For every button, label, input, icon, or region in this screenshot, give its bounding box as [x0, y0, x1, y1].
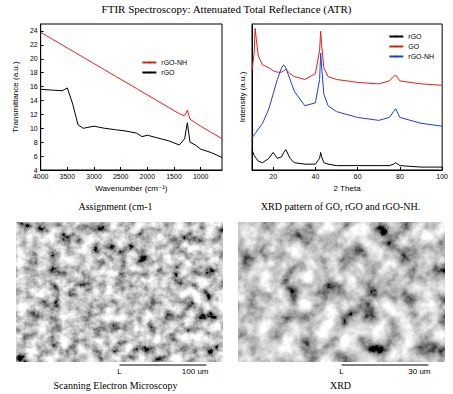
svg-text:24: 24	[30, 27, 38, 34]
svg-text:1500: 1500	[166, 173, 182, 180]
svg-text:20: 20	[269, 173, 277, 180]
svg-text:4000: 4000	[33, 173, 49, 180]
svg-text:L: L	[117, 367, 122, 376]
svg-text:rGO-NH: rGO-NH	[161, 59, 187, 66]
svg-text:100: 100	[436, 173, 448, 180]
html-text:XRD pattern of GO, rGO and rGO: XRD pattern of GO, rGO and rGO-NH.	[260, 201, 421, 212]
svg-text:3500: 3500	[60, 173, 76, 180]
svg-text:16: 16	[30, 83, 38, 90]
svg-text:20: 20	[30, 55, 38, 62]
svg-text:80: 80	[396, 173, 404, 180]
svg-text:rGO-NH: rGO-NH	[408, 53, 434, 60]
svg-text:Intensity (a.u.): Intensity (a.u.)	[238, 71, 247, 122]
svg-text:22: 22	[30, 41, 38, 48]
svg-text:40: 40	[311, 173, 319, 180]
html-text:Assignment (cm-1: Assignment (cm-1	[78, 201, 153, 212]
svg-text:2500: 2500	[113, 173, 129, 180]
svg-text:8: 8	[34, 139, 38, 146]
svg-text:12: 12	[30, 111, 38, 118]
svg-text:100 um: 100 um	[182, 367, 209, 376]
svg-text:2 Theta: 2 Theta	[334, 184, 362, 193]
svg-text:Wavenumber (cm⁻¹): Wavenumber (cm⁻¹)	[95, 184, 168, 193]
svg-text:rGO: rGO	[161, 69, 175, 76]
svg-text:60: 60	[354, 173, 362, 180]
svg-text:3000: 3000	[86, 173, 102, 180]
svg-text:4: 4	[33, 166, 38, 174]
svg-text:Transmittance (a.u.): Transmittance (a.u.)	[11, 61, 20, 133]
svg-text:2000: 2000	[140, 173, 156, 180]
svg-text:L: L	[339, 367, 344, 376]
svg-text:18: 18	[30, 69, 38, 76]
svg-text:rGO: rGO	[408, 33, 422, 40]
svg-text:1000: 1000	[193, 173, 209, 180]
svg-text:10: 10	[30, 125, 38, 132]
svg-text:14: 14	[30, 97, 38, 104]
svg-text:30 um: 30 um	[408, 367, 431, 376]
html-text:Scanning Electron Microscopy: Scanning Electron Microscopy	[53, 380, 178, 391]
html-text:FTIR Spectroscopy: Attenuated: FTIR Spectroscopy: Attenuated Total Refl…	[101, 3, 352, 15]
html-text:XRD: XRD	[329, 380, 352, 391]
svg-text:GO: GO	[408, 43, 419, 50]
svg-text:6: 6	[34, 153, 38, 160]
